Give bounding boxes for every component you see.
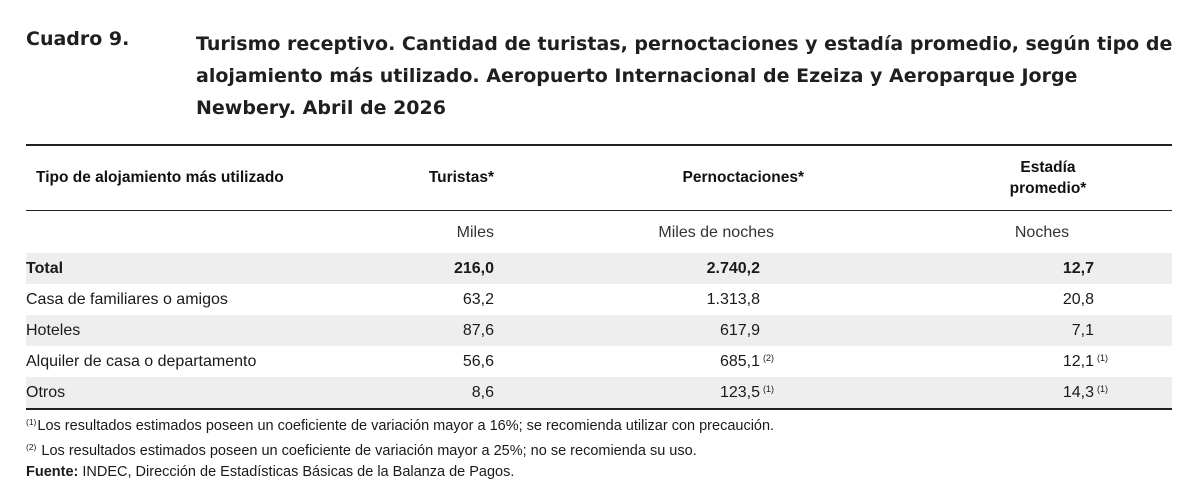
source-text: INDEC, Dirección de Estadísticas Básicas… [82,464,515,480]
statistics-table: Tipo de alojamiento más utilizado Turist… [26,144,1172,410]
value: 20,8 [1062,290,1094,308]
units-turistas: Miles [456,224,494,241]
footnote-1: (1)Los resultados estimados poseen un co… [26,412,1176,437]
table-row: Alquiler de casa o departamento 56,6 685… [26,346,1172,377]
table-row: Hoteles 87,6 617,9 7,1 [26,315,1172,346]
row-label: Otros [26,377,326,410]
cell-pernoctaciones: 617,9 [494,315,824,346]
header-turistas: Turistas* [326,144,494,211]
value: 685,1 [719,352,760,370]
footnote-1-text: Los resultados estimados poseen un coefi… [37,418,775,434]
cell-turistas: 56,6 [462,352,494,370]
cell-pernoctaciones: 2.740,2 [494,253,824,284]
source-note: Fuente: INDEC, Dirección de Estadísticas… [26,462,1176,483]
cell-pernoctaciones: 685,1 (2) [494,346,824,377]
row-label: Total [26,253,326,284]
cell-turistas: 8,6 [326,377,494,410]
table-row: Otros 8,6 123,5 (1) 14,3 (1) [26,377,1172,410]
cell-pernoctaciones: 123,5 (1) [494,377,824,410]
units-cell-empty [26,211,326,254]
footnote-marker: (2) [763,352,774,363]
cell-estadia: 20,8 [824,284,1172,315]
value: 617,9 [719,321,760,339]
row-label: Hoteles [26,315,326,346]
header-pernoctaciones: Pernoctaciones* [494,144,824,211]
cell-turistas: 87,6 [326,315,494,346]
cell-turistas: 216,0 [326,253,494,284]
value: 12,1 [1062,352,1094,370]
row-label: Alquiler de casa o departamento [26,352,257,370]
value: 1.313,8 [706,290,760,308]
source-label: Fuente: [26,464,79,480]
footnote-2-text: Los resultados estimados poseen un coefi… [41,443,697,459]
footnote-marker: (1) [1097,352,1108,363]
units-estadia: Noches [1014,224,1070,241]
cell-estadia: 12,7 [824,253,1172,284]
units-pernoctaciones: Miles de noches [658,224,774,241]
units-row: Miles Miles de noches Noches [26,211,1172,254]
value: 14,3 [1062,383,1094,401]
table-row-total: Total 216,0 2.740,2 12,7 [26,253,1172,284]
cell-estadia: 14,3 (1) [824,377,1172,410]
table-row: Casa de familiares o amigos 63,2 1.313,8… [26,284,1172,315]
value: 123,5 [719,383,760,401]
header-tipo-alojamiento: Tipo de alojamiento más utilizado [26,144,326,211]
table-number: Cuadro 9. [26,28,130,50]
cell-estadia: 12,1 (1) [824,346,1172,377]
row-label: Casa de familiares o amigos [26,290,228,308]
cell-pernoctaciones: 1.313,8 [494,284,824,315]
header-estadia-promedio: Estadía promedio* [824,144,1172,211]
table-title: Turismo receptivo. Cantidad de turistas,… [196,33,1173,119]
footnote-1-marker: (1) [26,417,37,427]
footnotes: (1)Los resultados estimados poseen un co… [26,412,1176,483]
footnote-marker: (1) [1097,383,1108,394]
footnote-2-marker: (2) [26,442,37,452]
header-row: Tipo de alojamiento más utilizado Turist… [26,144,1172,211]
cell-estadia: 7,1 [824,315,1172,346]
footnote-2: (2) Los resultados estimados poseen un c… [26,437,1176,462]
value: 7,1 [1071,321,1094,339]
cell-turistas: 63,2 [462,290,494,308]
header-estadia-text: Estadía promedio* [1009,159,1087,197]
footnote-marker: (1) [763,383,774,394]
